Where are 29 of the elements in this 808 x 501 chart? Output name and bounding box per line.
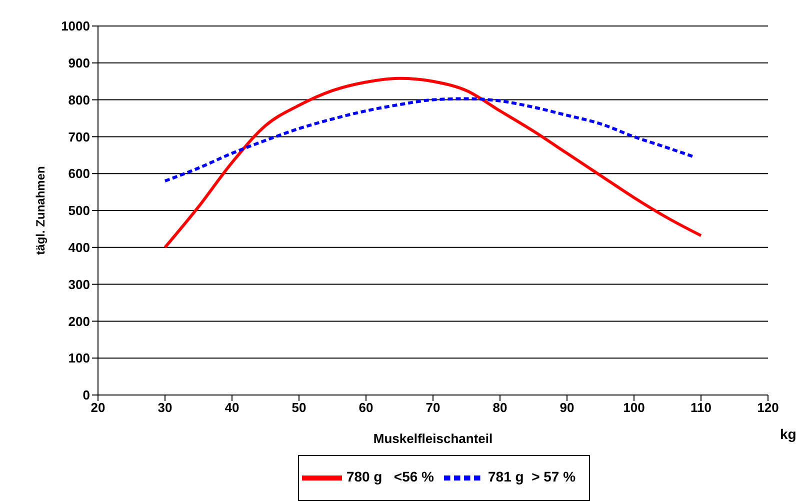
x-tick-label: 30	[158, 400, 172, 416]
x-tick-label: 50	[292, 400, 306, 416]
y-tick-label: 1000	[61, 18, 90, 34]
x-tick-label: 90	[560, 400, 574, 416]
legend-label: 780 g <56 %	[346, 468, 434, 485]
y-tick-label: 700	[68, 129, 90, 144]
y-tick-label: 100	[68, 350, 90, 366]
x-tick-label: 120	[757, 400, 779, 416]
y-tick-label: 300	[68, 276, 90, 292]
text: kg	[780, 426, 796, 442]
line-series	[164, 76, 702, 249]
x-tick-label: 70	[426, 400, 440, 416]
legend-label: 781 g > 57 %	[488, 468, 576, 485]
x-tick-label: 20	[90, 400, 106, 416]
x-tick-label: 100	[623, 400, 645, 416]
x-tick-label: 40	[224, 400, 240, 416]
y-tick-label: 800	[68, 92, 90, 108]
x-tick-label: 80	[492, 400, 508, 416]
line-series	[164, 97, 696, 182]
x-tick-label: 110	[690, 400, 712, 416]
y-tick-label: 600	[68, 166, 90, 182]
x-tick-label: 60	[358, 400, 374, 416]
y-tick-label: 0	[82, 388, 90, 403]
y-tick-label: 200	[68, 314, 90, 329]
x-axis-title: Muskelfleischanteil	[373, 431, 493, 446]
y-axis-title: tägl. Zunahmen	[33, 166, 48, 255]
y-tick-label: 500	[68, 203, 90, 218]
y-tick-label: 400	[68, 240, 90, 256]
y-tick-label: 900	[68, 56, 90, 71]
